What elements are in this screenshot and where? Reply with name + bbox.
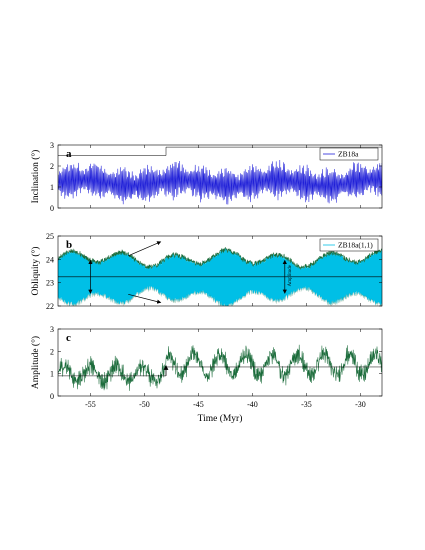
axes-frame (57, 144, 383, 209)
y-tick-label: 3 (50, 325, 54, 334)
x-tick-label: -40 (247, 400, 258, 409)
panel-b: Amplitude 22 23 24 25 Obliquity (°) b ZB18a(1,1… (30, 232, 383, 311)
upper-envelope (58, 246, 382, 271)
y-tick-label: 1 (50, 370, 54, 379)
panel-label: a (66, 148, 72, 160)
y-tick-label: 0 (50, 204, 54, 213)
diagonal-arrow-up (128, 241, 162, 257)
axes-frame (57, 328, 383, 397)
plot-area (58, 344, 382, 391)
series-line (58, 159, 382, 205)
plot-area (58, 146, 382, 205)
series-band (58, 248, 382, 306)
x-tick-label: -30 (355, 400, 366, 409)
panel-label: c (66, 332, 71, 344)
y-tick-label: 2 (50, 347, 54, 356)
legend-label: ZB18a(1,1) (338, 241, 373, 250)
plot-area (58, 246, 382, 306)
y-tick-label: 2 (50, 162, 54, 171)
y-tick-label: 3 (50, 141, 54, 150)
y-tick-label: 22 (46, 302, 54, 311)
panel-c: 0 1 2 3 -55 -50 -45 -40 -35 -30 Amplitude (°) c (30, 325, 383, 409)
y-tick-label: 1 (50, 183, 54, 192)
y-tick-label: 24 (46, 255, 54, 264)
series-line (58, 344, 382, 391)
x-axis-label: Time (Myr) (198, 413, 243, 424)
diagonal-arrow-down (128, 293, 162, 304)
y-axis-label: Amplitude (°) (30, 336, 41, 389)
y-tick-label: 23 (46, 279, 54, 288)
legend-label: ZB18a (338, 150, 359, 159)
y-axis-label: Obliquity (°) (30, 247, 41, 296)
panel-a: 0 1 2 3 Inclination (°) a ZB18a (30, 141, 383, 213)
y-tick-label: 0 (50, 392, 54, 401)
y-tick-label: 25 (46, 232, 54, 241)
y-axis-label: Inclination (°) (30, 150, 41, 204)
x-tick-label: -50 (139, 400, 150, 409)
legend-box (319, 147, 379, 161)
x-tick-label: -55 (85, 400, 96, 409)
amplitude-annotation: Amplitude (288, 264, 293, 286)
legend-box (319, 238, 379, 252)
x-tick-label: -35 (301, 400, 312, 409)
axes-frame (57, 235, 383, 307)
panel-label: b (66, 239, 72, 251)
x-tick-label: -45 (193, 400, 204, 409)
